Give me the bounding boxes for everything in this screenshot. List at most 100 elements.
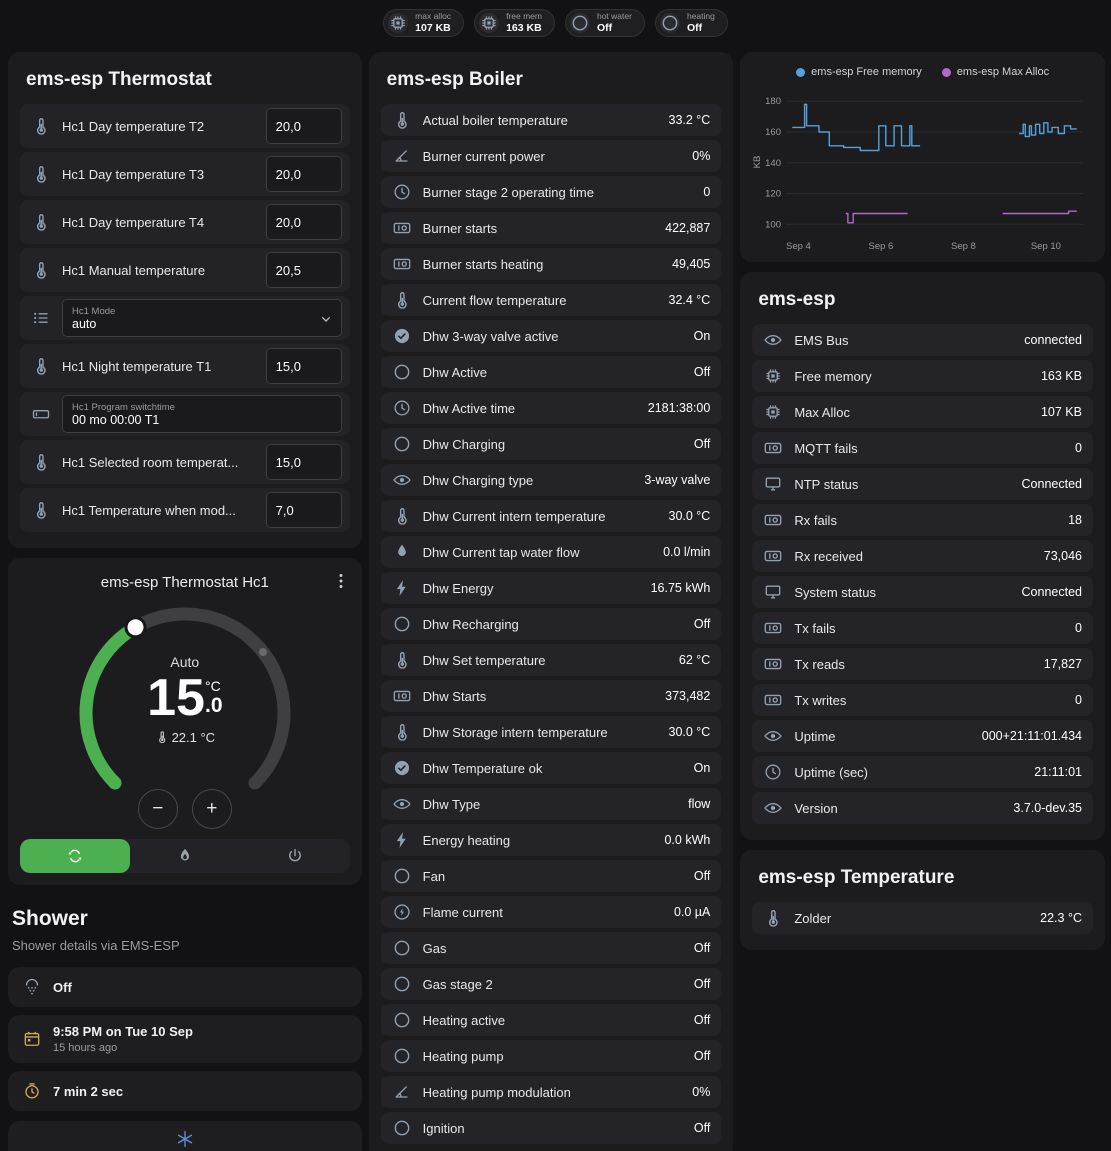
svg-text:160: 160: [765, 127, 781, 138]
entity-row[interactable]: Energy heating 0.0 kWh: [380, 824, 722, 856]
top-badges-bar: max alloc 107 KB free mem 163 KB hot wat…: [0, 0, 1111, 46]
entity-row[interactable]: Dhw 3-way valve active On: [380, 320, 722, 352]
entity-row[interactable]: Burner starts 422,887: [380, 212, 722, 244]
card-title: ems-esp Boiler: [386, 69, 523, 90]
circle-icon: [569, 13, 590, 33]
number-input[interactable]: 20,5: [265, 252, 342, 288]
partial-tile[interactable]: [8, 1121, 362, 1151]
entity-row[interactable]: Dhw Energy 16.75 kWh: [380, 572, 722, 604]
thermometer-icon: [392, 110, 412, 130]
thermometer-icon: [392, 506, 412, 526]
entity-row[interactable]: Tx writes 0: [752, 684, 1093, 716]
eye-icon: [763, 798, 783, 818]
entity-row[interactable]: Burner current power 0%: [380, 140, 722, 172]
circle-icon: [392, 1118, 412, 1138]
entity-row[interactable]: Heating active Off: [380, 1004, 722, 1036]
gauge-icon: [392, 146, 412, 166]
entity-row[interactable]: Dhw Temperature ok On: [380, 752, 722, 784]
number-input[interactable]: 20,0: [265, 156, 342, 192]
entity-row[interactable]: Gas stage 2 Off: [380, 968, 722, 1000]
legend-dot: [941, 67, 951, 77]
entity-row[interactable]: Dhw Type flow: [380, 788, 722, 820]
entity-row[interactable]: Zolder 22.3 °C: [752, 902, 1093, 934]
number-input[interactable]: 20,0: [265, 204, 342, 240]
entity-row[interactable]: Dhw Recharging Off: [380, 608, 722, 640]
clock-icon: [392, 182, 412, 202]
number-input[interactable]: 15,0: [265, 348, 342, 384]
entity-row[interactable]: Dhw Charging Off: [380, 428, 722, 460]
shower-tile[interactable]: 9:58 PM on Tue 10 Sep 15 hours ago: [8, 1015, 362, 1063]
shower-tile[interactable]: Off: [8, 967, 362, 1007]
thermometer-icon: [31, 260, 51, 280]
thermostat-dial[interactable]: Auto 15 °C .0 22.1 °C − +: [65, 595, 305, 833]
entity-row[interactable]: Burner starts heating 49,405: [380, 248, 722, 280]
number-input[interactable]: 20,0: [265, 108, 342, 144]
target-temp-knob: [124, 616, 147, 639]
counter-icon: [763, 618, 783, 638]
entity-row[interactable]: Free memory 163 KB: [752, 360, 1093, 392]
decrease-temp-button[interactable]: −: [137, 789, 178, 829]
entity-row[interactable]: Ignition Off: [380, 1112, 722, 1144]
hvac-mode-auto[interactable]: [20, 839, 130, 873]
entity-row[interactable]: Dhw Active time 2181:38:00: [380, 392, 722, 424]
entity-row[interactable]: NTP status Connected: [752, 468, 1093, 500]
entity-row[interactable]: Gas Off: [380, 932, 722, 964]
entity-row[interactable]: System status Connected: [752, 576, 1093, 608]
entity-row[interactable]: MQTT fails 0: [752, 432, 1093, 464]
entity-row[interactable]: Heating pump modulation 0%: [380, 1076, 722, 1108]
hvac-state-label: Auto: [170, 653, 200, 670]
monitor-icon: [763, 582, 783, 602]
entity-row[interactable]: Rx received 73,046: [752, 540, 1093, 572]
thermostat-settings-card: ems-esp Thermostat Hc1 Day temperature T…: [8, 52, 362, 548]
legend-item[interactable]: ems-esp Max Alloc: [941, 66, 1049, 78]
hvac-mode-heat[interactable]: [130, 839, 240, 873]
entity-row[interactable]: Uptime 000+21:11:01.434: [752, 720, 1093, 752]
hvac-mode-off[interactable]: [240, 839, 350, 873]
status-badge[interactable]: free mem 163 KB: [474, 9, 555, 37]
legend-item[interactable]: ems-esp Free memory: [796, 66, 922, 78]
entity-row[interactable]: Version 3.7.0-dev.35: [752, 792, 1093, 824]
increase-temp-button[interactable]: +: [191, 789, 232, 829]
text-input[interactable]: Hc1 Program switchtime 00 mo 00:00 T1: [62, 395, 342, 433]
entity-row[interactable]: Dhw Set temperature 62 °C: [380, 644, 722, 676]
entity-row[interactable]: Max Alloc 107 KB: [752, 396, 1093, 428]
thermometer-icon: [31, 212, 51, 232]
mode-select[interactable]: Hc1 Mode auto: [62, 299, 342, 337]
entity-row[interactable]: Burner stage 2 operating time 0: [380, 176, 722, 208]
eye-icon: [392, 470, 412, 490]
entity-row[interactable]: Dhw Current intern temperature 30.0 °C: [380, 500, 722, 532]
status-badge[interactable]: hot water Off: [564, 9, 645, 37]
entity-row[interactable]: Dhw Active Off: [380, 356, 722, 388]
card-title: ems-esp Thermostat: [26, 69, 212, 90]
entity-row[interactable]: EMS Bus connected: [752, 324, 1093, 356]
entity-row[interactable]: Tx reads 17,827: [752, 648, 1093, 680]
thermostat-setting-row: Hc1 Day temperature T2 20,0: [20, 104, 350, 148]
entity-row[interactable]: Dhw Storage intern temperature 30.0 °C: [380, 716, 722, 748]
calendar-icon: [22, 1029, 42, 1049]
thermostat-setting-row: Hc1 Program switchtime 00 mo 00:00 T1: [20, 392, 350, 436]
entity-row[interactable]: Fan Off: [380, 860, 722, 892]
entity-row[interactable]: Current flow temperature 32.4 °C: [380, 284, 722, 316]
entity-row[interactable]: Uptime (sec) 21:11:01: [752, 756, 1093, 788]
number-input[interactable]: 7,0: [265, 492, 342, 528]
entity-row[interactable]: Actual boiler temperature 33.2 °C: [380, 104, 722, 136]
entity-row[interactable]: Tx fails 0: [752, 612, 1093, 644]
entity-row[interactable]: Flame current 0.0 µA: [380, 896, 722, 928]
monitor-icon: [763, 474, 783, 494]
entity-row[interactable]: Dhw Current tap water flow 0.0 l/min: [380, 536, 722, 568]
entity-row[interactable]: Rx fails 18: [752, 504, 1093, 536]
kebab-menu-button[interactable]: [330, 570, 352, 592]
thermometer-icon: [31, 164, 51, 184]
memory-history-chart[interactable]: 100 120 140 160 180 Sep 4 Sep 6 Sep 8 Sep 10 KB: [750, 84, 1091, 256]
status-badge[interactable]: heating Off: [654, 9, 728, 37]
entity-row[interactable]: Dhw Charging type 3-way valve: [380, 464, 722, 496]
thermostat-setting-row: Hc1 Temperature when mod... 7,0: [20, 488, 350, 532]
status-badge[interactable]: max alloc 107 KB: [383, 9, 465, 37]
entity-row[interactable]: Heating pump Off: [380, 1040, 722, 1072]
svg-text:140: 140: [765, 158, 781, 169]
legend-dot: [796, 67, 806, 77]
circle-icon: [392, 866, 412, 886]
entity-row[interactable]: Dhw Starts 373,482: [380, 680, 722, 712]
number-input[interactable]: 15,0: [265, 444, 342, 480]
shower-tile[interactable]: 7 min 2 sec: [8, 1071, 362, 1111]
